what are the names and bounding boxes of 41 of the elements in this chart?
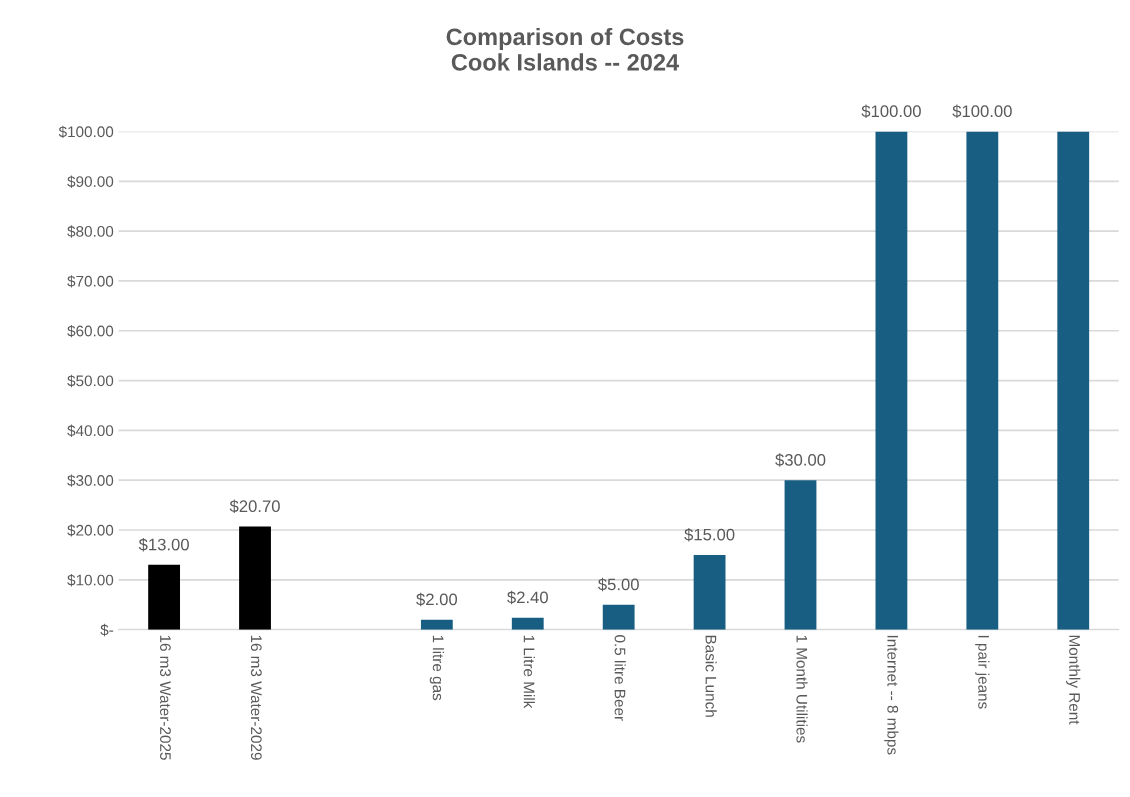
x-tick-label: Basic Lunch: [705, 635, 717, 717]
bar: [420, 619, 453, 630]
data-label: $15.00: [684, 528, 735, 542]
bar: [511, 617, 544, 630]
data-label: $13.00: [138, 537, 189, 552]
data-label: $100.00: [952, 104, 1012, 119]
bar: [602, 604, 635, 630]
x-tick-label: 1 litre gas: [429, 635, 444, 701]
chart-title: Comparison of Costs Cook Islands -- 2024: [446, 27, 684, 71]
x-tick-label: Monthly Rent: [1066, 635, 1081, 725]
x-tick-label: 1 Litre Milk: [523, 635, 535, 709]
data-label: $5.00: [598, 577, 639, 592]
data-label: $20.70: [229, 499, 280, 514]
x-tick-label: 16 m3 Water-2025: [160, 635, 171, 760]
y-tick-label: $80.00: [67, 225, 114, 238]
x-tick-label: 0.5 litre Beer: [614, 635, 626, 721]
y-tick-label: $20.00: [67, 524, 114, 537]
data-label: $30.00: [775, 453, 826, 467]
bar: [784, 480, 817, 630]
y-tick-label: $90.00: [67, 175, 114, 188]
bar: [239, 526, 271, 630]
bar: [1057, 131, 1090, 630]
data-label: $2.00: [416, 592, 458, 607]
y-tick-label: $-: [100, 623, 114, 637]
y-tick-label: $30.00: [67, 474, 114, 487]
bar: [966, 131, 999, 630]
x-tick-label: 16 m3 Water-2029: [250, 635, 262, 760]
y-tick-label: $100.00: [58, 125, 114, 139]
x-tick-label: Internet -- 8 mbps: [884, 635, 899, 755]
x-tick-label: I pair jeans: [975, 635, 990, 709]
y-tick-label: $50.00: [67, 374, 114, 388]
y-tick-label: $10.00: [67, 574, 114, 587]
data-label: $100.00: [861, 104, 921, 119]
y-tick-label: $40.00: [67, 424, 114, 437]
data-label: $2.40: [507, 590, 548, 605]
y-tick-label: $60.00: [67, 324, 114, 338]
bar: [693, 554, 726, 630]
bar: [875, 131, 908, 630]
bar: [148, 564, 181, 630]
x-tick-label: 1 Month Utilities: [796, 635, 808, 743]
y-tick-label: $70.00: [67, 275, 114, 288]
